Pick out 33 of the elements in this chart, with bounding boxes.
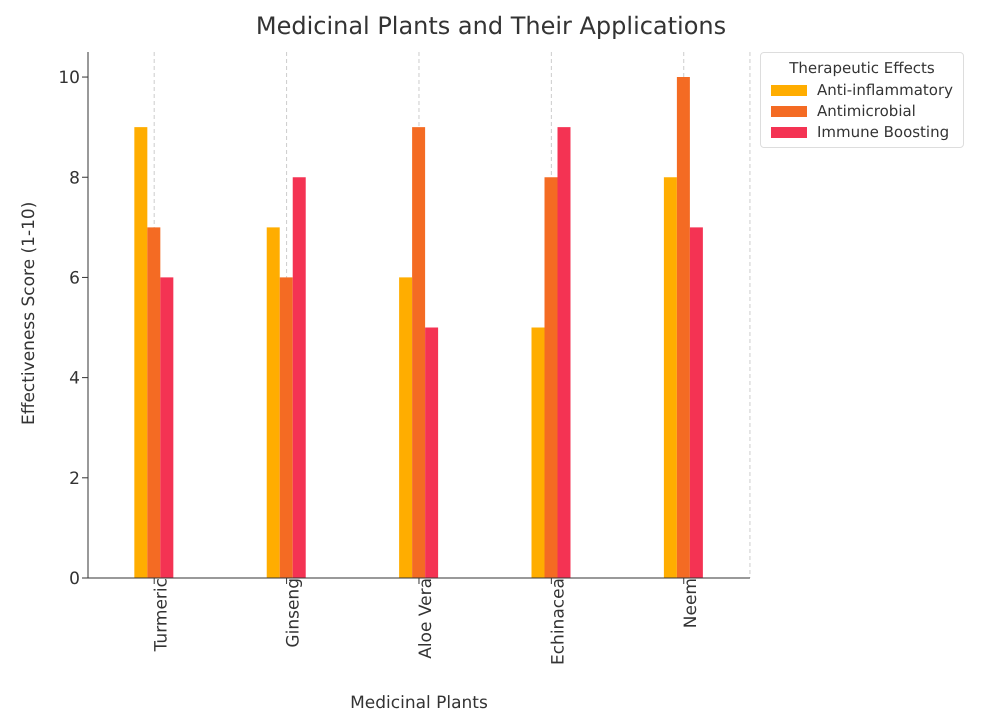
y-tick-label: 6 — [69, 268, 80, 288]
bar — [532, 328, 544, 578]
bar — [412, 127, 426, 578]
y-tick-label: 4 — [69, 368, 80, 389]
bar — [280, 277, 293, 578]
y-tick-label: 2 — [69, 468, 80, 489]
legend-label: Immune Boosting — [816, 123, 950, 141]
bar — [147, 227, 160, 578]
legend-label: Antimicrobial — [816, 102, 916, 120]
bar — [544, 177, 558, 578]
x-axis-title: Medicinal Plants — [350, 693, 488, 713]
x-tick-label: Echinacea — [548, 578, 568, 666]
y-tick-label: 8 — [69, 168, 80, 188]
x-tick-label: Neem — [680, 578, 701, 628]
bar — [134, 127, 148, 578]
bar — [558, 127, 570, 578]
bar — [399, 277, 412, 578]
bar — [664, 177, 677, 578]
bar — [676, 77, 690, 578]
chart-title: Medicinal Plants and Their Applications — [254, 11, 728, 42]
bar — [690, 227, 703, 578]
legend-title: Therapeutic Effects — [788, 59, 936, 77]
x-tick-label: Turmeric — [151, 578, 172, 652]
bar — [425, 328, 438, 578]
y-tick-label: 0 — [69, 569, 80, 590]
y-axis-title: Effectiveness Score (1-10) — [19, 202, 40, 425]
bar — [292, 177, 306, 578]
y-tick-label: 10 — [58, 68, 80, 88]
bar — [266, 227, 280, 578]
x-tick-label: Aloe Vera — [416, 578, 436, 659]
x-tick-label: Ginseng — [284, 578, 304, 648]
legend-label: Anti-inflammatory — [816, 81, 953, 99]
bar — [160, 277, 174, 578]
